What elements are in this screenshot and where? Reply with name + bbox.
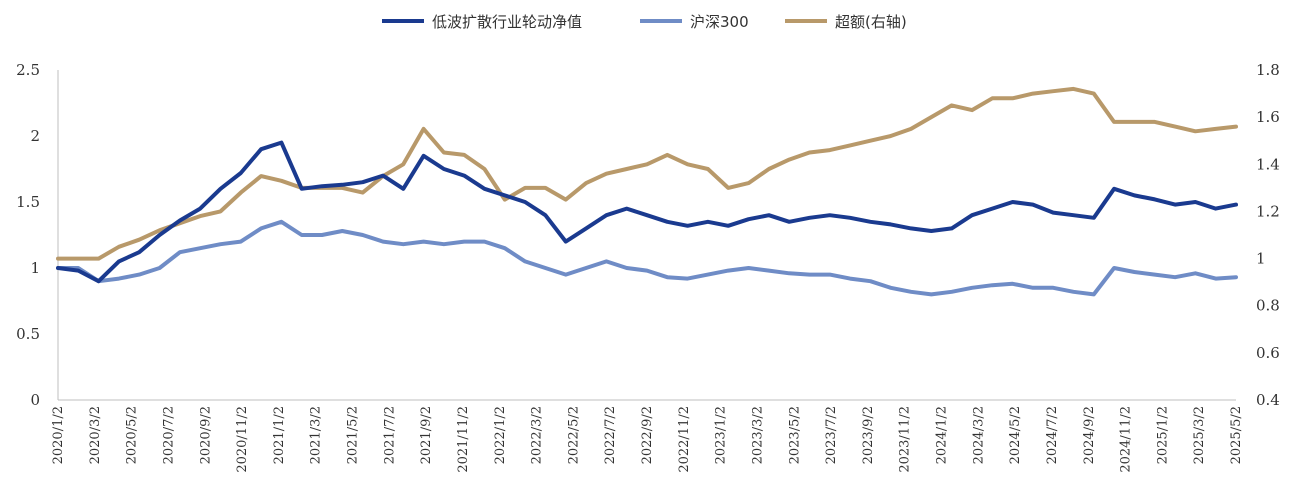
x-tick-label: 2023/3/2 (750, 406, 765, 464)
right-axis-ticks: 0.4 0.6 0.8 1 1.2 1.4 1.6 1.8 (1256, 61, 1280, 409)
x-tick-label: 2024/7/2 (1045, 406, 1060, 464)
series-line-strategy (56, 140, 1238, 284)
x-tick-label: 2020/11/2 (235, 406, 250, 473)
x-tick-label: 2020/5/2 (125, 406, 140, 464)
x-tick-label: 2024/9/2 (1082, 406, 1097, 464)
x-tick-label: 2023/1/2 (714, 406, 729, 464)
legend-label-excess: 超额(右轴) (835, 13, 907, 31)
x-tick-label: 2021/11/2 (456, 406, 471, 473)
x-tick-label: 2023/7/2 (824, 406, 839, 464)
x-tick-label: 2022/7/2 (603, 406, 618, 464)
right-tick-label: 1.2 (1256, 202, 1280, 220)
x-tick-label: 2021/5/2 (346, 406, 361, 464)
left-tick-label: 2.5 (16, 61, 40, 79)
right-tick-label: 0.4 (1256, 391, 1280, 409)
right-tick-label: 1.4 (1256, 155, 1280, 173)
left-axis-ticks: 0 0.5 1 1.5 2 2.5 (16, 61, 40, 409)
series-line-csi300 (56, 219, 1238, 297)
series-line-excess (56, 86, 1238, 261)
x-tick-label: 2020/7/2 (161, 406, 176, 464)
x-tick-label: 2022/11/2 (677, 406, 692, 473)
x-tick-label: 2025/1/2 (1155, 406, 1170, 464)
left-tick-label: 0.5 (16, 325, 40, 343)
x-tick-label: 2020/3/2 (88, 406, 103, 464)
x-tick-label: 2023/5/2 (787, 406, 802, 464)
x-axis-ticks: 2020/1/2 2020/3/2 2020/5/2 2020/7/2 2020/9/2… (51, 406, 1244, 473)
x-tick-label: 2020/9/2 (198, 406, 213, 464)
legend-label-strategy: 低波扩散行业轮动净值 (432, 13, 582, 31)
x-tick-label: 2025/3/2 (1192, 406, 1207, 464)
x-tick-label: 2023/9/2 (861, 406, 876, 464)
legend-label-csi300: 沪深300 (690, 13, 749, 31)
left-tick-label: 1.5 (16, 193, 40, 211)
right-tick-label: 1.6 (1256, 108, 1280, 126)
right-tick-label: 0.8 (1256, 297, 1280, 315)
x-tick-label: 2022/1/2 (493, 406, 508, 464)
x-tick-label: 2021/3/2 (309, 406, 324, 464)
left-tick-label: 2 (30, 127, 40, 145)
x-tick-label: 2025/5/2 (1229, 406, 1244, 464)
x-tick-label: 2021/1/2 (272, 406, 287, 464)
legend: 低波扩散行业轮动净值 沪深300 超额(右轴) (382, 13, 907, 31)
x-tick-label: 2022/9/2 (640, 406, 655, 464)
x-tick-label: 2022/3/2 (530, 406, 545, 464)
right-tick-label: 0.6 (1256, 344, 1280, 362)
x-tick-label: 2024/3/2 (971, 406, 986, 464)
x-tick-label: 2022/5/2 (566, 406, 581, 464)
right-tick-label: 1.8 (1256, 61, 1280, 79)
x-tick-label: 2021/7/2 (382, 406, 397, 464)
right-tick-label: 1 (1256, 250, 1266, 268)
left-tick-label: 1 (30, 259, 40, 277)
x-tick-label: 2024/1/2 (935, 406, 950, 464)
x-tick-label: 2020/1/2 (51, 406, 66, 464)
x-tick-label: 2024/5/2 (1008, 406, 1023, 464)
series-lines (56, 86, 1238, 297)
x-tick-label: 2023/11/2 (898, 406, 913, 473)
x-tick-label: 2024/11/2 (1119, 406, 1134, 473)
left-tick-label: 0 (30, 391, 40, 409)
x-tick-label: 2021/9/2 (419, 406, 434, 464)
